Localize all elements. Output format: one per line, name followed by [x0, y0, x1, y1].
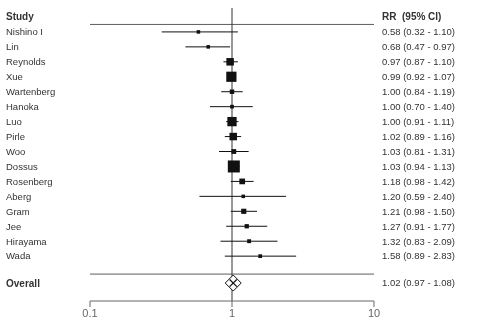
svg-text:1.00 (0.70 - 1.40): 1.00 (0.70 - 1.40)	[382, 101, 455, 112]
svg-text:1: 1	[229, 307, 235, 319]
svg-text:Wada: Wada	[8, 250, 31, 261]
svg-text:1.03 (0.81 - 1.31): 1.03 (0.81 - 1.31)	[382, 146, 455, 157]
svg-text:Reynolds: Reynolds	[8, 56, 46, 67]
svg-text:0.1: 0.1	[82, 307, 97, 319]
svg-text:Jee: Jee	[8, 221, 21, 232]
svg-text:1.00 (0.91 - 1.11): 1.00 (0.91 - 1.11)	[382, 116, 454, 127]
svg-text:0.68 (0.47 - 0.97): 0.68 (0.47 - 0.97)	[382, 41, 455, 52]
svg-text:Luo: Luo	[8, 116, 22, 127]
svg-text:1.02 (0.97 - 1.08): 1.02 (0.97 - 1.08)	[382, 277, 455, 288]
svg-text:1.18 (0.98 - 1.42): 1.18 (0.98 - 1.42)	[382, 176, 455, 187]
svg-text:1.00 (0.84 - 1.19): 1.00 (0.84 - 1.19)	[382, 86, 455, 97]
svg-text:0.99 (0.92 - 1.07): 0.99 (0.92 - 1.07)	[382, 71, 455, 82]
svg-text:Overall: Overall	[8, 278, 40, 289]
svg-text:Nishino I: Nishino I	[8, 26, 43, 37]
svg-text:Rosenberg: Rosenberg	[8, 176, 52, 187]
svg-text:Hanoka: Hanoka	[8, 101, 39, 112]
svg-text:Aberg: Aberg	[8, 191, 31, 202]
svg-text:10: 10	[368, 307, 380, 319]
svg-text:Pirle: Pirle	[8, 131, 25, 142]
svg-text:1.03 (0.94 - 1.13): 1.03 (0.94 - 1.13)	[382, 161, 455, 172]
svg-text:1.20 (0.59 - 2.40): 1.20 (0.59 - 2.40)	[382, 191, 455, 202]
svg-text:Study: Study	[8, 11, 34, 22]
svg-text:Lin: Lin	[8, 41, 19, 52]
svg-text:Woo: Woo	[8, 146, 25, 157]
svg-text:Gram: Gram	[8, 206, 30, 217]
svg-text:Wartenberg: Wartenberg	[8, 86, 55, 97]
svg-text:RR (95% CI): RR (95% CI)	[382, 11, 441, 22]
svg-text:0.97 (0.87 - 1.10): 0.97 (0.87 - 1.10)	[382, 56, 455, 67]
svg-text:1.32 (0.83 - 2.09): 1.32 (0.83 - 2.09)	[382, 236, 455, 247]
svg-text:1.21 (0.98 - 1.50): 1.21 (0.98 - 1.50)	[382, 206, 455, 217]
svg-text:0.58 (0.32 - 1.10): 0.58 (0.32 - 1.10)	[382, 26, 455, 37]
svg-text:Hirayama: Hirayama	[8, 236, 47, 247]
svg-text:1.02 (0.89 - 1.16): 1.02 (0.89 - 1.16)	[382, 131, 455, 142]
svg-text:1.58 (0.89 - 2.83): 1.58 (0.89 - 2.83)	[382, 250, 455, 261]
svg-text:1.27 (0.91 - 1.77): 1.27 (0.91 - 1.77)	[382, 221, 455, 232]
svg-text:Xue: Xue	[8, 71, 23, 82]
svg-text:Dossus: Dossus	[8, 161, 38, 172]
